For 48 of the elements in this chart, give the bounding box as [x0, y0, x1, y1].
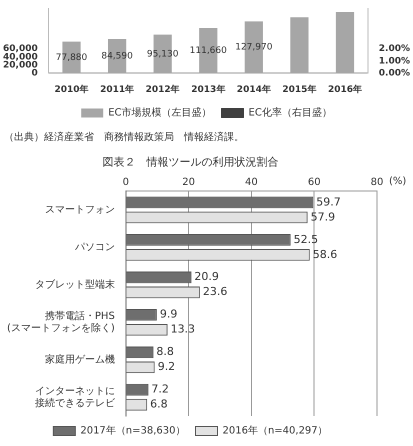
- data-label: 23.6: [202, 285, 228, 298]
- y-tick-label: 60,000: [2, 44, 38, 54]
- y-tick-label: パソコン: [74, 242, 115, 253]
- x-tick-label: 80: [370, 176, 384, 188]
- x-tick-label: 20: [182, 176, 195, 188]
- data-label: 52.5: [294, 232, 318, 246]
- data-label: 9.2: [158, 360, 176, 374]
- y2-tick-label: 2.00%: [378, 44, 410, 54]
- legend-label: EC市場規模（左目盛）: [108, 106, 212, 119]
- y-tick-label: インターネットに接続できるテレビ: [34, 386, 116, 409]
- legend-label: 2016年（n=40,297）: [222, 424, 328, 437]
- data-label: 9.9: [160, 308, 178, 321]
- x-tick-label: 2015年: [282, 84, 316, 95]
- legend-label: 2017年（n=38,630）: [80, 424, 186, 437]
- data-label: 6.8: [150, 398, 168, 411]
- y-tick-label: 家庭用ゲーム機: [44, 353, 115, 366]
- data-label: 127,970: [235, 42, 273, 53]
- data-label: 111,660: [190, 46, 228, 56]
- legend-label: EC化率（右目盛）: [248, 106, 332, 119]
- y-tick-label: 40,000: [2, 52, 38, 62]
- y-tick-label: 0: [31, 68, 38, 79]
- x-tick-label: 40: [245, 176, 258, 188]
- y-tick-label: スマートフォン: [44, 204, 115, 216]
- x-tick-label: 2014年: [236, 84, 271, 95]
- data-label: 57.9: [310, 210, 336, 224]
- y2-tick-label: 1.00%: [378, 56, 410, 66]
- text: （出典）経済産業省 商務情報政策局 情報経済課。: [4, 130, 245, 144]
- y-tick-label: タブレット型端末: [34, 278, 115, 290]
- data-label: 7.2: [151, 382, 169, 396]
- bar: [336, 12, 354, 74]
- y2-tick-label: 0.00%: [378, 68, 410, 79]
- y-tick-label: 携帯電話・PHS(スマートフォンを除く): [6, 310, 115, 334]
- y-tick-label: 20,000: [2, 60, 38, 70]
- data-label: 59.7: [316, 195, 341, 208]
- x-tick-label: 2016年: [328, 84, 362, 95]
- data-label: 58.6: [312, 248, 338, 261]
- chart-title: 図表２ 情報ツールの利用状況割合: [102, 155, 278, 168]
- x-tick-label: 2011年: [100, 84, 134, 95]
- x-tick-label: 0: [122, 176, 129, 188]
- data-label: 8.8: [156, 345, 174, 358]
- bar: [290, 17, 309, 74]
- x-tick-label: 60: [308, 176, 321, 188]
- x-tick-label: 2012年: [146, 84, 180, 95]
- x-tick-label: 2013年: [191, 84, 226, 95]
- x-axis-title: (%): [389, 176, 406, 187]
- data-label: 20.9: [194, 270, 219, 284]
- data-label: 13.3: [170, 322, 196, 336]
- x-tick-label: 2010年: [54, 84, 89, 95]
